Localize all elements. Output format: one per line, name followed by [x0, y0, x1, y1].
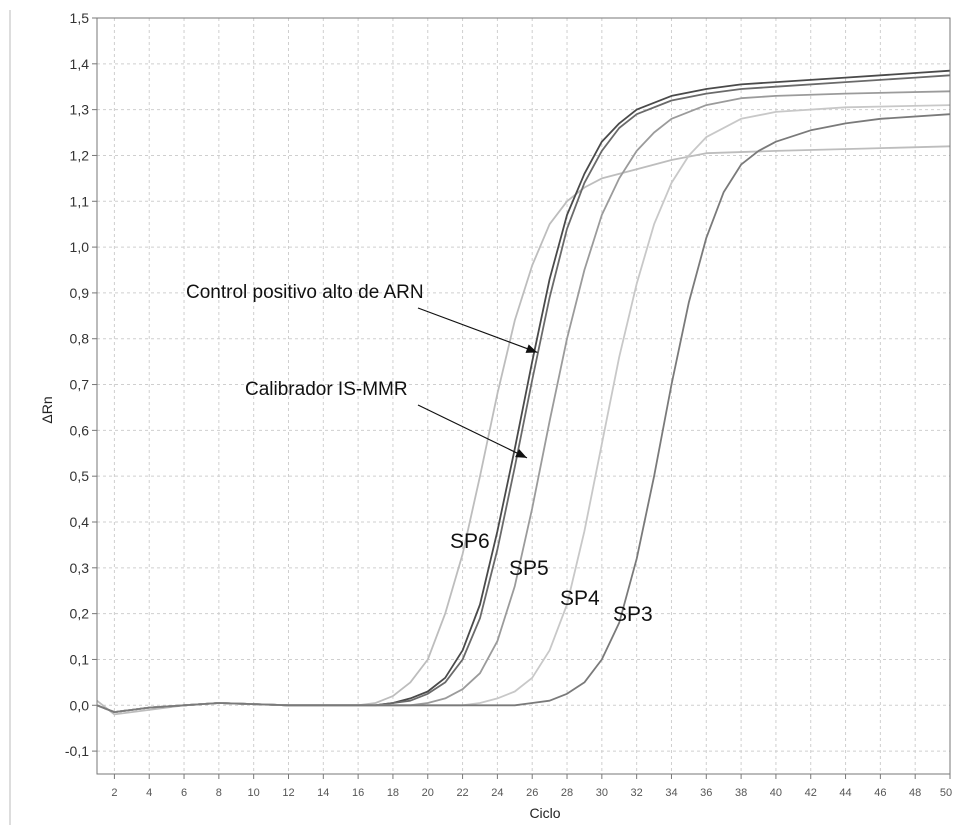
y-axis-label: ΔRn	[39, 396, 55, 423]
annotation-arrow-control	[417, 307, 538, 354]
y-tick-label: 0,3	[70, 560, 90, 576]
curve-label-sp5: SP5	[509, 557, 549, 580]
x-tick-label: 50	[940, 787, 952, 799]
y-tick-label: 1,3	[70, 102, 90, 118]
x-tick-label: 32	[631, 787, 643, 799]
x-tick-label: 48	[909, 787, 921, 799]
x-tick-label: 20	[422, 787, 434, 799]
annotation-control-positivo: Control positivo alto de ARN	[186, 282, 424, 303]
x-tick-labels: 2 4 6 8 10 12 14 16 18 20 22 24 26 28 30 32 34 36 38 40 42 44…	[111, 787, 952, 799]
x-tick-label: 36	[700, 787, 712, 799]
y-tick-label: 0,0	[70, 697, 90, 713]
y-tick-label: 1,5	[70, 10, 90, 26]
annotation-arrowhead-calibrador	[515, 449, 527, 458]
curve-label-sp3: SP3	[613, 603, 653, 626]
plot-frame	[96, 17, 951, 775]
x-tick-label: 14	[317, 787, 329, 799]
x-axis-label: Ciclo	[529, 805, 560, 821]
annotation-arrow-calibrador	[417, 404, 528, 459]
y-tick-label: 1,0	[70, 239, 90, 255]
x-tick-label: 44	[839, 787, 851, 799]
x-tick-label: 42	[805, 787, 817, 799]
x-tick-label: 46	[874, 787, 886, 799]
y-tick-labels: -0,1 0,0 0,1 0,2 0,3 0,4 0,5 0,6 0,7 0,8 0,9 1,0 1,1…	[65, 10, 89, 759]
series-layer	[96, 69, 951, 716]
x-tick-label: 8	[216, 787, 222, 799]
x-tick-label: 24	[491, 787, 503, 799]
y-tick-label: 0,8	[70, 331, 90, 347]
y-tick-label: 0,1	[70, 651, 90, 667]
y-tick-label: -0,1	[65, 743, 89, 759]
y-tick-label: 0,9	[70, 285, 90, 301]
x-tick-label: 38	[735, 787, 747, 799]
y-tick-label: 0,4	[70, 514, 90, 530]
annotation-calibrador: Calibrador IS-MMR	[245, 379, 408, 400]
x-tick-label: 18	[387, 787, 399, 799]
curve-label-sp4: SP4	[560, 587, 600, 610]
y-tick-label: 1,2	[70, 147, 90, 163]
x-tick-label: 30	[596, 787, 608, 799]
annotation-arrowhead-control	[525, 344, 538, 353]
x-tick-label: 2	[111, 787, 117, 799]
y-tick-label: 0,2	[70, 606, 90, 622]
y-tick-label: 0,7	[70, 377, 90, 393]
curve-label-sp6: SP6	[450, 530, 490, 553]
y-tick-label: 1,1	[70, 193, 90, 209]
x-tick-label: 16	[352, 787, 364, 799]
x-tick-label: 28	[561, 787, 573, 799]
x-tick-label: 6	[181, 787, 187, 799]
x-tick-label: 12	[282, 787, 294, 799]
x-tick-label: 34	[665, 787, 677, 799]
series-line-6	[96, 113, 951, 713]
y-tick-label: 1,4	[70, 56, 90, 72]
x-tick-label: 4	[146, 787, 152, 799]
x-tick-label: 26	[526, 787, 538, 799]
x-tick-label: 22	[456, 787, 468, 799]
y-tick-label: 0,5	[70, 468, 90, 484]
x-tick-label: 40	[770, 787, 782, 799]
x-tick-label: 10	[248, 787, 260, 799]
y-tick-label: 0,6	[70, 422, 90, 438]
